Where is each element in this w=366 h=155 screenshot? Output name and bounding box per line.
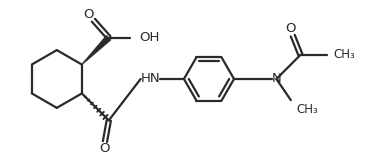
Text: CH₃: CH₃ <box>333 48 355 61</box>
Text: O: O <box>100 142 110 155</box>
Text: N: N <box>272 73 281 85</box>
Text: O: O <box>285 22 296 35</box>
Text: HN: HN <box>141 73 160 85</box>
Text: CH₃: CH₃ <box>296 103 318 116</box>
Polygon shape <box>82 35 111 65</box>
Text: O: O <box>83 8 94 21</box>
Text: OH: OH <box>139 31 160 44</box>
